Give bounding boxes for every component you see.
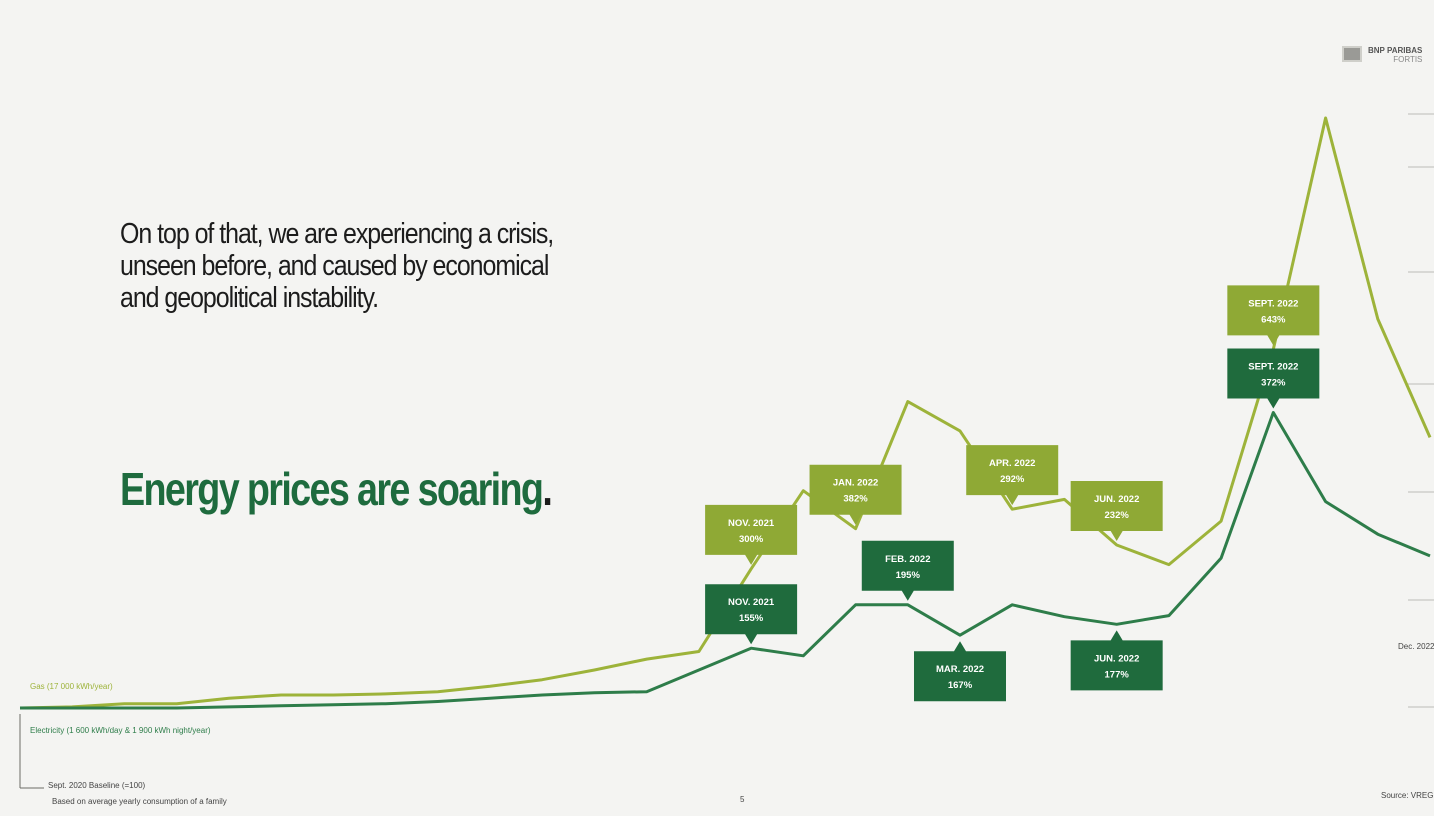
callout-date: JUN. 2022	[1094, 494, 1139, 505]
callout-box	[1070, 481, 1163, 542]
callout-value: 372%	[1261, 377, 1286, 388]
logo-text: BNP PARIBAS FORTIS	[1368, 46, 1422, 64]
subheadline-dot: .	[542, 463, 552, 515]
callout-date: MAR. 2022	[936, 664, 984, 675]
headline-line-3: and geopolitical instability.	[120, 282, 379, 314]
callout-date: JAN. 2022	[833, 478, 878, 489]
callout-box	[1070, 630, 1163, 691]
page-number: 5	[740, 795, 745, 804]
callout-electricity-mar-2022: MAR. 2022 167%	[914, 641, 1006, 702]
callouts: NOV. 2021 300% JAN. 2022 382% APR. 2022 292% J…	[705, 285, 1320, 702]
callout-value: 155%	[739, 613, 764, 624]
bnp-paribas-fortis-logo: BNP PARIBAS FORTIS	[1342, 46, 1422, 64]
callout-value: 195%	[896, 570, 921, 581]
callout-gas-jun-2022: JUN. 2022 232%	[1070, 481, 1163, 542]
callout-value: 232%	[1105, 510, 1130, 521]
callout-date: SEPT. 2022	[1248, 361, 1298, 372]
callout-gas-nov-2021: NOV. 2021 300%	[705, 504, 798, 565]
logo-line-1: BNP PARIBAS	[1368, 46, 1423, 55]
callout-electricity-feb-2022: FEB. 2022 195%	[861, 540, 954, 601]
callout-box	[861, 540, 954, 601]
subheadline: Energy prices are soaring.	[120, 462, 553, 516]
callout-value: 382%	[843, 494, 868, 505]
callout-date: APR. 2022	[989, 458, 1035, 469]
basis-note: Based on average yearly consumption of a…	[52, 797, 227, 806]
headline-line-1: On top of that, we are experiencing a cr…	[120, 218, 554, 250]
callout-date: FEB. 2022	[885, 554, 930, 565]
axis-end-label: Dec. 2022	[1398, 642, 1434, 651]
callout-gas-jan-2022: JAN. 2022 382%	[809, 464, 902, 525]
callout-box	[966, 445, 1059, 506]
callout-electricity-sept-2022: SEPT. 2022 372%	[1227, 348, 1320, 409]
callout-gas-apr-2022: APR. 2022 292%	[966, 445, 1059, 506]
callout-box	[809, 464, 902, 525]
callout-value: 167%	[948, 680, 973, 691]
headline-line-2: unseen before, and caused by economical	[120, 250, 549, 282]
callout-gas-sept-2022: SEPT. 2022 643%	[1227, 285, 1320, 346]
callout-box	[705, 504, 798, 565]
legend-electricity: Electricity (1 600 kWh/day & 1 900 kWh n…	[30, 726, 211, 735]
callout-box	[705, 584, 798, 645]
callout-electricity-nov-2021: NOV. 2021 155%	[705, 584, 798, 645]
legend-gas: Gas (17 000 kWh/year)	[30, 682, 113, 691]
callout-box	[914, 641, 1006, 702]
callout-value: 300%	[739, 534, 764, 545]
logo-line-2: FORTIS	[1393, 55, 1423, 64]
callout-date: SEPT. 2022	[1248, 298, 1298, 309]
callout-value: 643%	[1261, 314, 1286, 325]
callout-value: 177%	[1105, 669, 1130, 680]
callout-box	[1227, 348, 1320, 409]
callout-date: NOV. 2021	[728, 518, 775, 529]
callout-date: NOV. 2021	[728, 597, 775, 608]
right-axis-ticks	[1408, 113, 1434, 708]
callout-value: 292%	[1000, 474, 1025, 485]
headline: On top of that, we are experiencing a cr…	[120, 218, 602, 314]
callout-box	[1227, 285, 1320, 346]
baseline-note: Sept. 2020 Baseline (=100)	[48, 781, 146, 790]
callout-electricity-jun-2022: JUN. 2022 177%	[1070, 630, 1163, 691]
source-note: Source: VREG	[1381, 791, 1434, 800]
logo-mark-icon	[1342, 46, 1362, 62]
series-legend: Gas (17 000 kWh/year) Electricity (1 600 …	[19, 682, 211, 789]
callout-date: JUN. 2022	[1094, 653, 1139, 664]
series-line-electricity	[20, 411, 1431, 710]
subheadline-text: Energy prices are soaring	[120, 463, 544, 515]
